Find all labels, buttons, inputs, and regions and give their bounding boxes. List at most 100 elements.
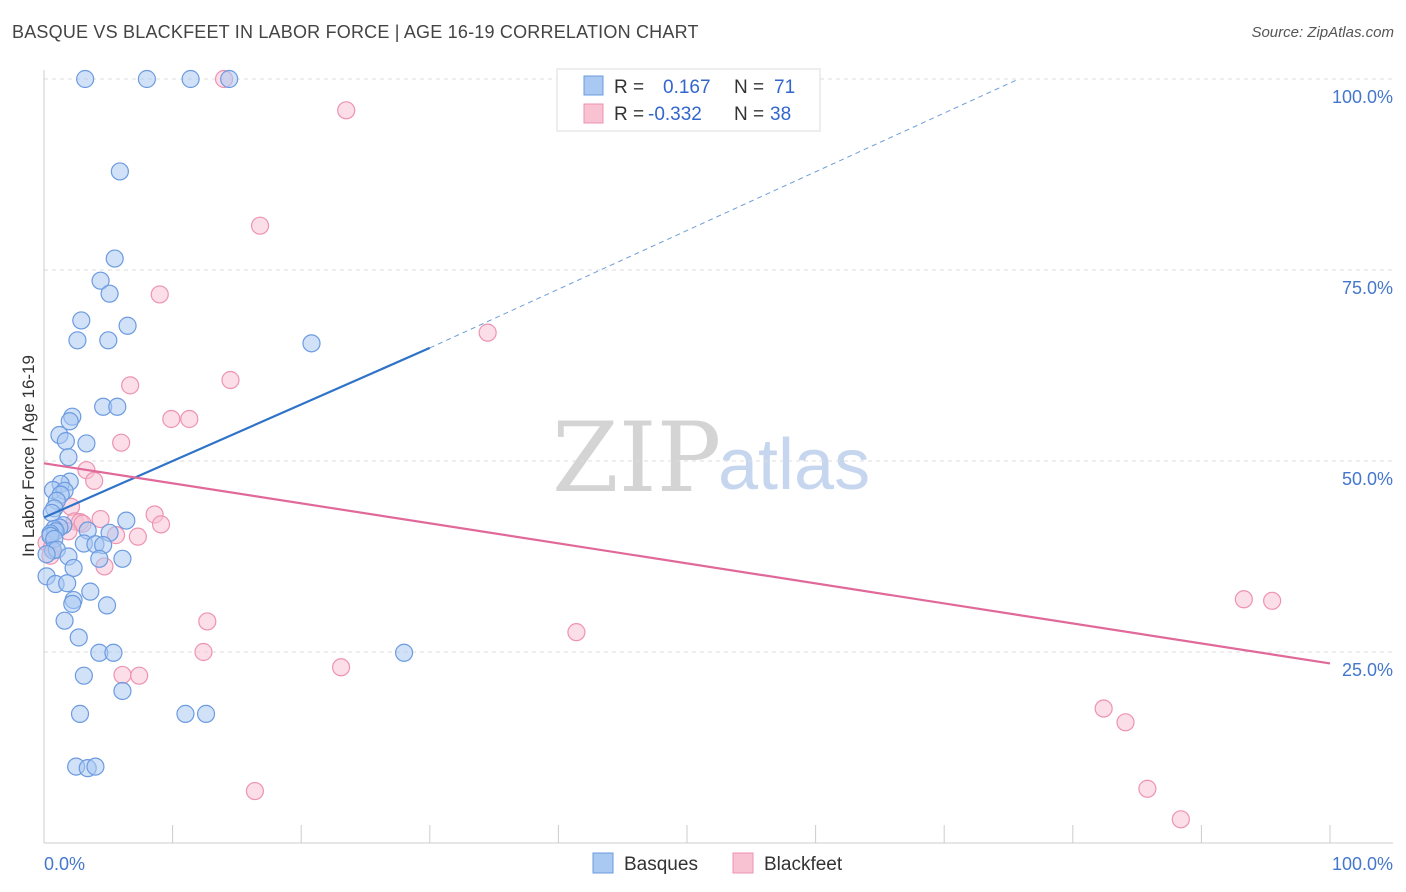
series-basques-points — [37, 69, 414, 778]
basque-point-16 — [60, 412, 79, 431]
series-legend: Basques Blackfeet — [592, 852, 843, 875]
basques-trend-line — [43, 346, 431, 519]
blackfeet-point-32 — [194, 642, 213, 662]
blackfeet-point-3 — [250, 216, 270, 235]
y-tick-label-25: 25.0% — [1342, 660, 1393, 680]
basque-point-1 — [137, 69, 156, 89]
basque-point-2 — [181, 69, 200, 89]
basque-point-56 — [55, 611, 74, 630]
blackfeet-point-7 — [121, 376, 140, 395]
basque-point-59 — [104, 643, 123, 662]
basque-point-52 — [81, 582, 100, 601]
x-tick-label-max: 100.0% — [1332, 854, 1393, 874]
legend-swatch-basques — [583, 75, 604, 96]
basque-point-61 — [74, 666, 93, 685]
y-tick-label-75: 75.0% — [1342, 278, 1393, 298]
legend-n-label-basques: N = — [734, 77, 764, 98]
legend-r-value-blackfeet: -0.332 — [648, 104, 702, 125]
correlation-legend: R = 0.167 N = 71 R = -0.332 N = 38 — [556, 68, 821, 132]
watermark-zip: ZIP — [552, 402, 721, 514]
basque-point-12 — [302, 334, 321, 353]
legend-r-label-blackfeet: R = — [614, 104, 644, 125]
y-tick-label-100: 100.0% — [1332, 87, 1393, 107]
blackfeet-point-37 — [1116, 713, 1135, 732]
basque-point-6 — [91, 271, 110, 290]
basque-point-65 — [196, 704, 216, 723]
bottom-legend-label-basques: Basques — [624, 854, 698, 875]
blackfeet-point-9 — [180, 409, 199, 429]
basque-point-46 — [90, 549, 109, 568]
basque-point-3 — [220, 69, 239, 89]
basque-point-51 — [58, 574, 77, 593]
blackfeet-point-33 — [331, 658, 351, 677]
blackfeet-point-23 — [128, 527, 147, 546]
bottom-legend-label-blackfeet: Blackfeet — [764, 854, 843, 875]
basque-point-7 — [100, 284, 119, 303]
blackfeet-point-19 — [151, 515, 171, 534]
basque-point-4 — [110, 162, 129, 181]
basque-point-55 — [97, 596, 117, 615]
basque-point-64 — [176, 704, 195, 723]
basque-point-18 — [56, 432, 75, 451]
legend-n-label-blackfeet: N = — [734, 104, 764, 125]
basque-point-10 — [68, 331, 87, 350]
blackfeet-point-4 — [150, 285, 169, 304]
x-axis-ticks — [43, 825, 1331, 843]
blackfeet-point-39 — [1138, 779, 1157, 798]
blackfeet-point-10 — [112, 433, 131, 452]
basque-point-54 — [63, 594, 82, 613]
blackfeet-point-28 — [1234, 590, 1253, 609]
bottom-legend-swatch-blackfeet — [732, 852, 754, 874]
basque-point-60 — [394, 643, 414, 662]
blackfeet-point-38 — [245, 781, 265, 801]
basque-point-47 — [113, 549, 132, 568]
legend-n-value-blackfeet: 38 — [770, 104, 791, 125]
watermark-atlas: atlas — [718, 425, 870, 505]
blackfeet-trend-line — [43, 462, 1331, 665]
basque-point-19 — [77, 434, 96, 453]
basque-point-0 — [76, 69, 95, 89]
basque-point-5 — [105, 249, 124, 268]
blackfeet-point-12 — [85, 471, 104, 490]
blackfeet-point-35 — [130, 666, 149, 685]
blackfeet-point-5 — [478, 323, 497, 342]
bottom-legend-swatch-basques — [592, 852, 614, 874]
basque-point-11 — [99, 331, 118, 350]
basque-point-14 — [108, 397, 127, 416]
grid-lines — [44, 78, 1393, 653]
blackfeet-point-36 — [1094, 699, 1113, 718]
trend-lines — [43, 78, 1331, 665]
basque-point-68 — [86, 757, 105, 776]
basque-point-63 — [70, 704, 90, 723]
basque-point-48 — [64, 558, 83, 578]
blackfeet-point-40 — [1171, 810, 1190, 829]
basque-point-9 — [118, 316, 137, 335]
legend-r-value-basques: 0.167 — [663, 77, 711, 98]
basque-point-62 — [113, 681, 132, 701]
legend-n-value-basques: 71 — [774, 77, 795, 98]
watermark: ZIP atlas — [552, 402, 870, 514]
blackfeet-point-8 — [162, 409, 181, 429]
x-tick-label-min: 0.0% — [44, 854, 85, 874]
blackfeet-point-34 — [113, 665, 132, 685]
blackfeet-point-2 — [337, 101, 356, 120]
basque-point-20 — [59, 448, 78, 467]
blackfeet-point-6 — [221, 370, 240, 390]
source-credit: Source: ZipAtlas.com — [1251, 24, 1394, 41]
y-tick-labels: 25.0% 50.0% 75.0% 100.0% — [1332, 87, 1393, 680]
chart-title: BASQUE VS BLACKFEET IN LABOR FORCE | AGE… — [12, 22, 699, 42]
basque-point-8 — [72, 311, 91, 330]
y-axis-label: In Labor Force | Age 16-19 — [19, 355, 38, 557]
basque-point-29 — [117, 511, 136, 530]
blackfeet-point-31 — [567, 623, 586, 642]
basque-point-57 — [69, 628, 88, 647]
blackfeet-point-29 — [1263, 591, 1282, 610]
legend-swatch-blackfeet — [583, 103, 604, 124]
y-tick-label-50: 50.0% — [1342, 469, 1393, 489]
legend-r-label-basques: R = — [614, 77, 644, 98]
blackfeet-point-30 — [198, 612, 217, 631]
basque-point-44 — [37, 545, 56, 564]
blackfeet-point-16 — [91, 509, 110, 529]
